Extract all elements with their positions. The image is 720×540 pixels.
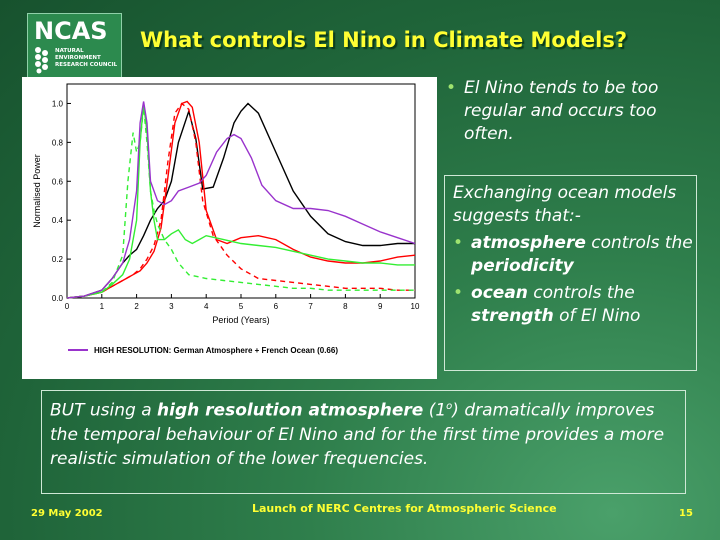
series-line [66,102,415,299]
logo-text: NCAS [34,17,108,45]
findings-box: Exchanging ocean models suggests that:- … [444,175,697,371]
x-tick-label: 3 [169,302,174,311]
slide-title: What controls El Nino in Climate Models? [140,28,627,52]
y-tick-label: 0.0 [52,294,64,303]
series-line [66,101,416,299]
leaf-icon [35,47,48,74]
x-tick-label: 8 [343,302,348,311]
x-tick-label: 0 [65,302,70,311]
series-line [66,103,415,299]
x-tick-label: 9 [378,302,383,311]
chart-panel: 0 1 2 3 4 5 6 7 8 9 10 0.0 0.2 0.4 0.6 0.8 1.0 Period (Y… [22,77,437,379]
y-tick-label: 0.4 [52,216,64,225]
y-tick-label: 1.0 [52,99,64,108]
y-tick-label: 0.2 [52,255,64,264]
legend-label: HIGH RESOLUTION: German Atmosphere + Fre… [94,346,338,355]
y-tick-label: 0.6 [52,177,64,186]
y-tick-label: 0.8 [52,138,64,147]
x-axis-label: Period (Years) [212,315,269,325]
page-number: 15 [679,508,693,519]
x-tick-label: 6 [274,302,279,311]
conclusion-box: BUT using a high resolution atmosphere (… [41,390,686,494]
series-line [66,107,415,299]
bullet-icon: • [453,233,464,253]
y-axis-label: Normalised Power [32,154,42,228]
power-spectrum-chart: 0 1 2 3 4 5 6 7 8 9 10 0.0 0.2 0.4 0.6 0.8 1.0 Period (Y… [32,83,420,355]
x-tick-label: 7 [308,302,313,311]
finding-item: • atmosphere controls the periodicity [453,233,693,276]
bullet-icon: • [446,78,457,98]
ncas-logo: NCAS NATURAL ENVIRONMENT RESEARCH COUNCI… [27,13,122,79]
finding-item: • ocean controls the strength of El Nino [453,283,641,326]
x-tick-label: 10 [411,302,420,311]
x-tick-label: 4 [204,302,209,311]
x-tick-label: 1 [100,302,105,311]
findings-intro: Exchanging ocean models suggests that:- [453,183,677,226]
bullet-item: • El Nino tends to be too regular and oc… [446,78,659,144]
bullet-list: • El Nino tends to be too regular and oc… [446,77,711,146]
x-tick-label: 5 [239,302,244,311]
footer-title: Launch of NERC Centres for Atmospheric S… [252,502,557,515]
footer-date: 29 May 2002 [31,508,103,519]
x-tick-label: 2 [134,302,139,311]
series-line [66,100,416,299]
bullet-icon: • [453,283,464,303]
logo-subtext: NATURAL ENVIRONMENT RESEARCH COUNCIL [55,48,118,68]
